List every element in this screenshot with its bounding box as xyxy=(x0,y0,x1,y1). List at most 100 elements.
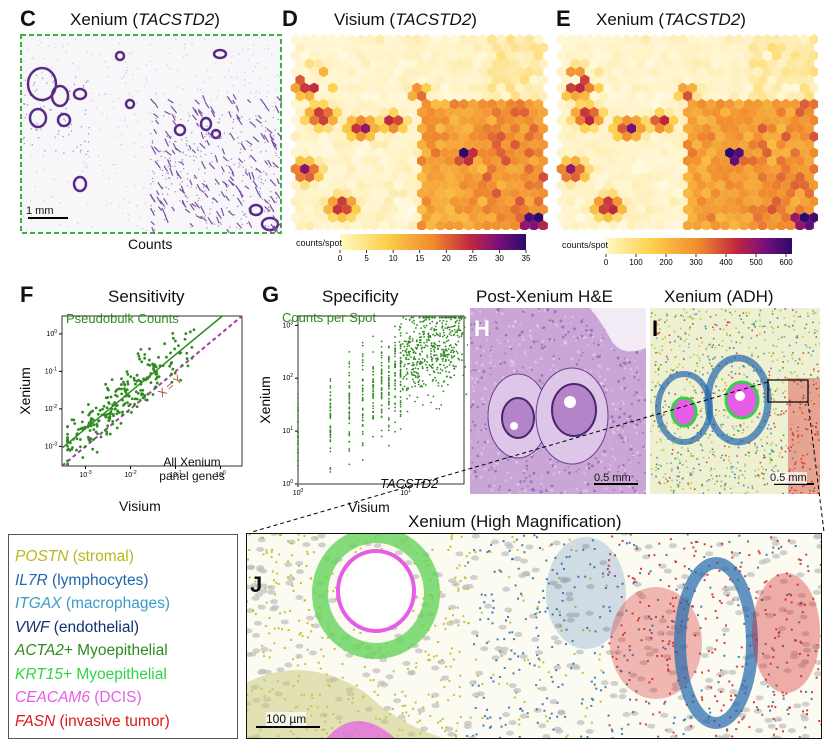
panel-label-g: G xyxy=(262,282,280,307)
g-point xyxy=(372,405,375,407)
f-point xyxy=(165,355,168,359)
g-point xyxy=(425,324,428,327)
g-point xyxy=(380,368,383,371)
g-point xyxy=(399,356,402,359)
f-point xyxy=(135,397,139,401)
f-point xyxy=(146,377,150,380)
g-point xyxy=(421,346,424,349)
cbar-tick: 100 xyxy=(629,258,643,266)
g-point xyxy=(453,333,456,336)
f-point xyxy=(95,424,99,428)
g-point xyxy=(329,426,332,429)
g-point xyxy=(329,394,332,397)
g-point xyxy=(405,358,407,360)
g-point xyxy=(442,364,445,367)
f-point xyxy=(87,421,91,425)
g-point xyxy=(433,348,435,351)
f-point xyxy=(136,352,140,356)
g-point xyxy=(435,379,438,382)
g-point xyxy=(380,380,383,383)
g-point xyxy=(451,330,454,332)
f-point xyxy=(184,332,188,335)
g-point xyxy=(454,320,457,323)
g-point xyxy=(348,350,351,353)
g-point xyxy=(387,346,390,349)
f-xtick-label: 10-3 xyxy=(79,470,91,479)
g-point xyxy=(411,378,414,381)
g-point xyxy=(329,436,332,439)
g-point xyxy=(394,410,396,412)
g-point xyxy=(398,341,401,343)
g-point xyxy=(372,351,375,353)
g-point xyxy=(387,360,390,363)
f-point xyxy=(110,378,114,382)
f-point xyxy=(126,380,130,384)
panel-j-scalebar: 100 µm xyxy=(266,712,307,726)
f-point xyxy=(78,445,82,449)
g-point xyxy=(410,316,413,319)
panel-d-colorbar: 0 5 10 15 20 25 30 35 xyxy=(338,234,531,263)
g-point xyxy=(420,336,423,338)
g-point xyxy=(380,397,383,400)
g-point xyxy=(452,351,455,354)
f-point xyxy=(105,430,109,434)
g-point xyxy=(297,451,299,454)
g-point xyxy=(372,379,375,381)
g-point xyxy=(399,344,402,347)
g-point xyxy=(453,367,456,370)
g-point xyxy=(361,444,364,446)
g-point xyxy=(405,377,408,380)
f-point xyxy=(143,394,147,397)
g-point xyxy=(414,367,417,370)
g-point xyxy=(399,334,402,337)
g-point xyxy=(387,424,390,427)
g-point xyxy=(433,354,436,357)
g-point xyxy=(449,376,452,378)
g-point xyxy=(380,376,383,378)
g-point xyxy=(361,355,364,358)
g-point xyxy=(403,363,406,366)
g-point xyxy=(413,331,415,333)
g-point xyxy=(372,395,375,398)
f-point xyxy=(141,388,145,392)
f-point xyxy=(106,424,110,428)
f-point xyxy=(146,392,150,396)
g-point xyxy=(420,348,423,350)
f-point xyxy=(88,439,92,443)
g-point xyxy=(448,371,451,374)
panel-h-he-image xyxy=(470,308,646,494)
g-point xyxy=(399,374,402,377)
panel-d-title: Visium (TACSTD2) xyxy=(334,10,477,29)
f-point xyxy=(158,364,162,367)
g-point xyxy=(403,365,405,368)
g-point xyxy=(387,391,390,394)
f-point xyxy=(173,371,177,375)
f-point xyxy=(86,435,90,439)
f-xtick-label: 100 xyxy=(215,470,226,479)
g-point xyxy=(380,415,383,418)
g-point xyxy=(435,360,438,363)
g-point xyxy=(454,317,457,320)
g-point xyxy=(419,362,422,365)
f-point xyxy=(121,410,124,414)
g-point xyxy=(413,322,416,325)
g-point xyxy=(417,367,419,370)
f-point xyxy=(125,370,129,374)
g-point xyxy=(431,346,434,348)
g-point xyxy=(411,386,414,388)
g-point xyxy=(297,452,299,455)
g-point xyxy=(432,333,434,336)
g-xtick-label: 100 xyxy=(293,488,304,496)
g-point xyxy=(361,353,364,355)
g-point xyxy=(441,326,443,329)
legend-gene: FASN xyxy=(15,712,56,730)
g-point xyxy=(348,432,351,435)
panel-label-h: H xyxy=(474,316,490,341)
panel-d-hexmap xyxy=(290,34,548,230)
g-point xyxy=(427,338,430,341)
legend-gene: CEACAM6 xyxy=(15,689,90,706)
g-point xyxy=(425,318,427,321)
f-point xyxy=(133,378,136,382)
g-point xyxy=(361,413,364,416)
g-point xyxy=(408,394,411,397)
